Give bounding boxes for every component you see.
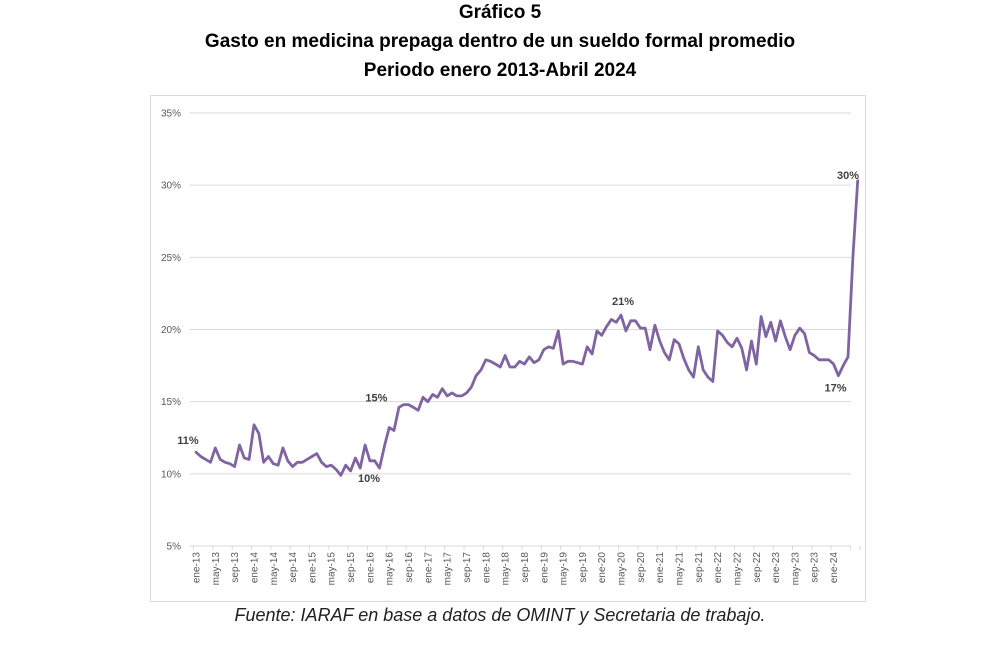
data-label: 17% [825, 383, 847, 395]
x-tick-label: sep-17 [462, 552, 473, 583]
y-tick-label: 10% [161, 469, 181, 480]
x-tick-label: sep-13 [230, 552, 241, 583]
x-tick-label: may-21 [675, 552, 686, 586]
x-tick-label: sep-23 [810, 552, 821, 583]
y-tick-label: 35% [161, 109, 181, 120]
x-tick-label: ene-16 [365, 552, 376, 584]
data-label: 10% [358, 473, 380, 485]
data-label: 21% [612, 296, 634, 308]
x-tick-label: ene-14 [249, 552, 260, 584]
x-tick-label: ene-13 [192, 552, 203, 584]
x-tick-label: ene-17 [423, 552, 434, 584]
x-tick-label: sep-16 [404, 552, 415, 583]
data-label: 11% [177, 435, 199, 447]
x-tick-label: may-22 [732, 552, 743, 586]
x-tick-label: ene-15 [307, 552, 318, 584]
x-tick-label: sep-15 [346, 552, 357, 583]
x-tick-label: sep-19 [578, 552, 589, 583]
chart-area [150, 95, 866, 602]
x-tick-label: ene-20 [597, 552, 608, 584]
x-tick-label: may-23 [790, 552, 801, 586]
x-tick-label: may-20 [617, 552, 628, 586]
y-tick-label: 25% [161, 253, 181, 264]
chart-subtitle: Periodo enero 2013-Abril 2024 [363, 60, 637, 81]
x-tick-label: may-13 [211, 552, 222, 586]
x-tick-label: sep-21 [694, 552, 705, 583]
x-tick-label: may-14 [269, 552, 280, 586]
x-tick-label: ene-24 [829, 552, 840, 584]
x-tick-label: may-19 [559, 552, 570, 586]
x-tick-label: may-18 [501, 552, 512, 586]
chart-title-block: Gráfico 5 Gasto en medicina prepaga dent… [0, 0, 1000, 85]
y-tick-label: 30% [161, 181, 181, 192]
chart-title: Gasto en medicina prepaga dentro de un s… [204, 31, 796, 52]
y-tick-label: 20% [161, 325, 181, 336]
figure-number: Gráfico 5 [458, 2, 542, 23]
x-tick-label: may-17 [443, 552, 454, 586]
x-tick-label: ene-23 [771, 552, 782, 584]
data-label: 30% [837, 170, 859, 182]
x-tick-label: ene-21 [655, 552, 666, 584]
x-tick-label: may-15 [327, 552, 338, 586]
y-tick-label: 5% [167, 542, 182, 553]
x-tick-label: ene-19 [539, 552, 550, 584]
y-tick-label: 15% [161, 397, 181, 408]
source-note: Fuente: IARAF en base a datos de OMINT y… [234, 605, 766, 625]
x-tick-label: sep-18 [520, 552, 531, 583]
x-tick-label: may-16 [385, 552, 396, 586]
x-tick-label: ene-18 [481, 552, 492, 584]
x-tick-label: sep-14 [288, 552, 299, 583]
x-tick-label: ene-22 [713, 552, 724, 584]
x-tick-label: sep-20 [636, 552, 647, 583]
x-tick-label: sep-22 [752, 552, 763, 583]
series-line [194, 179, 860, 477]
data-label: 15% [365, 392, 387, 404]
